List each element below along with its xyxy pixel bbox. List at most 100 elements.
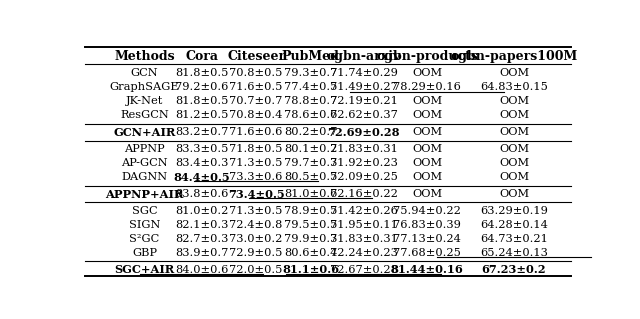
Text: 71.6±0.6: 71.6±0.6 — [229, 127, 283, 137]
Text: GBP: GBP — [132, 248, 157, 258]
Text: 79.5±0.5: 79.5±0.5 — [284, 220, 337, 230]
Text: GraphSAGE: GraphSAGE — [109, 82, 179, 92]
Text: OOM: OOM — [499, 96, 529, 106]
Text: 71.83±0.31: 71.83±0.31 — [330, 234, 397, 244]
Text: ogbn-arxiv: ogbn-arxiv — [326, 50, 401, 63]
Text: 79.9±0.3: 79.9±0.3 — [284, 234, 337, 244]
Text: OOM: OOM — [499, 68, 529, 78]
Text: OOM: OOM — [499, 110, 529, 120]
Text: 70.8±0.4: 70.8±0.4 — [229, 110, 283, 120]
Text: 83.8±0.6: 83.8±0.6 — [175, 189, 228, 199]
Text: 70.7±0.7: 70.7±0.7 — [229, 96, 283, 106]
Text: ResGCN: ResGCN — [120, 110, 169, 120]
Text: 78.8±0.7: 78.8±0.7 — [284, 96, 337, 106]
Text: 83.9±0.7: 83.9±0.7 — [175, 248, 228, 258]
Text: OOM: OOM — [499, 189, 529, 199]
Text: 73.4±0.5: 73.4±0.5 — [228, 189, 284, 199]
Text: 83.3±0.5: 83.3±0.5 — [175, 144, 228, 154]
Text: SGC+AIR: SGC+AIR — [115, 264, 175, 275]
Text: 75.94±0.22: 75.94±0.22 — [393, 206, 461, 216]
Text: 71.6±0.5: 71.6±0.5 — [229, 82, 283, 92]
Text: APPNP: APPNP — [124, 144, 164, 154]
Text: 71.8±0.5: 71.8±0.5 — [229, 144, 283, 154]
Text: 65.24±0.13: 65.24±0.13 — [480, 248, 548, 258]
Text: OOM: OOM — [412, 127, 442, 137]
Text: 64.73±0.21: 64.73±0.21 — [480, 234, 548, 244]
Text: OOM: OOM — [412, 144, 442, 154]
Text: 71.83±0.31: 71.83±0.31 — [330, 144, 397, 154]
Text: OOM: OOM — [499, 172, 529, 182]
Text: 78.6±0.6: 78.6±0.6 — [284, 110, 337, 120]
Text: OOM: OOM — [412, 172, 442, 182]
Text: ogbn-papers100M: ogbn-papers100M — [451, 50, 578, 63]
Text: 71.49±0.27: 71.49±0.27 — [330, 82, 397, 92]
Text: OOM: OOM — [412, 68, 442, 78]
Text: 72.16±0.22: 72.16±0.22 — [330, 189, 397, 199]
Text: 81.8±0.5: 81.8±0.5 — [175, 96, 228, 106]
Text: 71.95±0.11: 71.95±0.11 — [330, 220, 397, 230]
Text: 79.7±0.3: 79.7±0.3 — [284, 158, 337, 168]
Text: APPNP+AIR: APPNP+AIR — [106, 189, 184, 199]
Text: AP-GCN: AP-GCN — [121, 158, 168, 168]
Text: 71.3±0.5: 71.3±0.5 — [229, 206, 283, 216]
Text: 77.68±0.25: 77.68±0.25 — [393, 248, 461, 258]
Text: 72.09±0.25: 72.09±0.25 — [330, 172, 397, 182]
Text: 80.5±0.5: 80.5±0.5 — [284, 172, 337, 182]
Text: 83.2±0.7: 83.2±0.7 — [175, 127, 228, 137]
Text: 72.19±0.21: 72.19±0.21 — [330, 96, 397, 106]
Text: Cora: Cora — [185, 50, 218, 63]
Text: GCN: GCN — [131, 68, 158, 78]
Text: 64.83±0.15: 64.83±0.15 — [480, 82, 548, 92]
Text: OOM: OOM — [412, 110, 442, 120]
Text: OOM: OOM — [412, 96, 442, 106]
Text: 70.8±0.5: 70.8±0.5 — [229, 68, 283, 78]
Text: 72.9±0.5: 72.9±0.5 — [229, 248, 283, 258]
Text: 79.3±0.7: 79.3±0.7 — [284, 68, 337, 78]
Text: 81.8±0.5: 81.8±0.5 — [175, 68, 228, 78]
Text: 84.0±0.6: 84.0±0.6 — [175, 265, 228, 275]
Text: 78.29±0.16: 78.29±0.16 — [393, 82, 461, 92]
Text: 83.4±0.3: 83.4±0.3 — [175, 158, 228, 168]
Text: 81.0±0.2: 81.0±0.2 — [175, 206, 228, 216]
Text: 63.29±0.19: 63.29±0.19 — [480, 206, 548, 216]
Text: 71.74±0.29: 71.74±0.29 — [330, 68, 397, 78]
Text: 81.44±0.16: 81.44±0.16 — [391, 264, 463, 275]
Text: 72.24±0.23: 72.24±0.23 — [330, 248, 397, 258]
Text: 78.9±0.5: 78.9±0.5 — [284, 206, 337, 216]
Text: 73.3±0.6: 73.3±0.6 — [229, 172, 283, 182]
Text: 72.62±0.37: 72.62±0.37 — [330, 110, 397, 120]
Text: OOM: OOM — [499, 158, 529, 168]
Text: 81.2±0.5: 81.2±0.5 — [175, 110, 228, 120]
Text: Citeseer: Citeseer — [227, 50, 285, 63]
Text: 72.67±0.28: 72.67±0.28 — [330, 265, 397, 275]
Text: 71.3±0.5: 71.3±0.5 — [229, 158, 283, 168]
Text: 71.42±0.26: 71.42±0.26 — [330, 206, 397, 216]
Text: 77.4±0.5: 77.4±0.5 — [284, 82, 337, 92]
Text: SGC: SGC — [132, 206, 157, 216]
Text: OOM: OOM — [412, 189, 442, 199]
Text: 82.1±0.3: 82.1±0.3 — [175, 220, 228, 230]
Text: OOM: OOM — [412, 158, 442, 168]
Text: ogbn-products: ogbn-products — [376, 50, 478, 63]
Text: 79.2±0.6: 79.2±0.6 — [175, 82, 228, 92]
Text: 80.1±0.2: 80.1±0.2 — [284, 144, 337, 154]
Text: 72.4±0.8: 72.4±0.8 — [229, 220, 283, 230]
Text: 73.0±0.2: 73.0±0.2 — [229, 234, 283, 244]
Text: OOM: OOM — [499, 144, 529, 154]
Text: 72.0±0.5: 72.0±0.5 — [229, 265, 283, 275]
Text: 77.13±0.24: 77.13±0.24 — [393, 234, 461, 244]
Text: DAGNN: DAGNN — [122, 172, 168, 182]
Text: 76.83±0.39: 76.83±0.39 — [393, 220, 461, 230]
Text: 81.1±0.6: 81.1±0.6 — [282, 264, 339, 275]
Text: 64.28±0.14: 64.28±0.14 — [480, 220, 548, 230]
Text: 67.23±0.2: 67.23±0.2 — [482, 264, 547, 275]
Text: 80.6±0.4: 80.6±0.4 — [284, 248, 337, 258]
Text: 80.2±0.7: 80.2±0.7 — [284, 127, 337, 137]
Text: Methods: Methods — [114, 50, 175, 63]
Text: SIGN: SIGN — [129, 220, 160, 230]
Text: GCN+AIR: GCN+AIR — [113, 127, 175, 137]
Text: 72.69±0.28: 72.69±0.28 — [328, 127, 400, 137]
Text: OOM: OOM — [499, 127, 529, 137]
Text: 81.0±0.6: 81.0±0.6 — [284, 189, 337, 199]
Text: PubMed: PubMed — [282, 50, 340, 63]
